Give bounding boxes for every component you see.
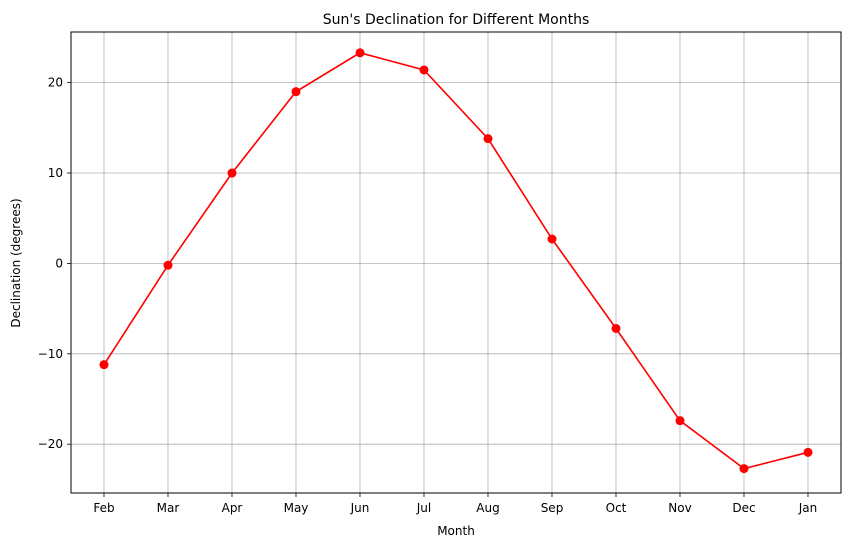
- data-point: [611, 323, 621, 333]
- x-tick-label: Sep: [541, 501, 564, 515]
- data-point: [803, 447, 813, 457]
- chart-title: Sun's Declination for Different Months: [323, 12, 590, 28]
- series-layer: [99, 48, 813, 474]
- x-tick-label: Feb: [93, 501, 114, 515]
- data-point: [227, 168, 237, 178]
- y-tick-label: −10: [38, 347, 63, 361]
- data-point: [99, 360, 109, 370]
- y-tick-label: 20: [48, 76, 63, 90]
- y-axis-label: Declination (degrees): [9, 198, 23, 327]
- x-tick-label: Aug: [476, 501, 499, 515]
- x-axis-label: Month: [437, 524, 475, 538]
- series-line: [103, 51, 809, 470]
- x-tick-label: Nov: [668, 501, 691, 515]
- axes: Feb Mar Apr May Jun Jul Aug Sep Oct Nov Dec Jan −20 −…: [38, 76, 818, 515]
- x-tick-label: Mar: [157, 501, 180, 515]
- y-tick-label: 10: [48, 166, 63, 180]
- x-tick-label: May: [284, 501, 309, 515]
- x-tick-label: Oct: [606, 501, 627, 515]
- data-point: [483, 134, 493, 144]
- data-point: [547, 234, 557, 244]
- grid-lines: [71, 32, 841, 493]
- data-point: [291, 87, 301, 97]
- y-tick-label: −20: [38, 437, 63, 451]
- x-tick-label: Jul: [416, 501, 431, 515]
- data-point: [419, 65, 429, 75]
- data-point: [739, 464, 749, 474]
- data-point: [163, 260, 173, 270]
- data-point: [355, 48, 365, 58]
- x-tick-label: Jun: [350, 501, 370, 515]
- plot-area-frame: [70, 31, 842, 494]
- x-tick-label: Dec: [732, 501, 755, 515]
- x-tick-label: Apr: [222, 501, 243, 515]
- y-tick-label: 0: [55, 256, 63, 270]
- x-tick-label: Jan: [798, 501, 818, 515]
- data-point: [675, 416, 685, 426]
